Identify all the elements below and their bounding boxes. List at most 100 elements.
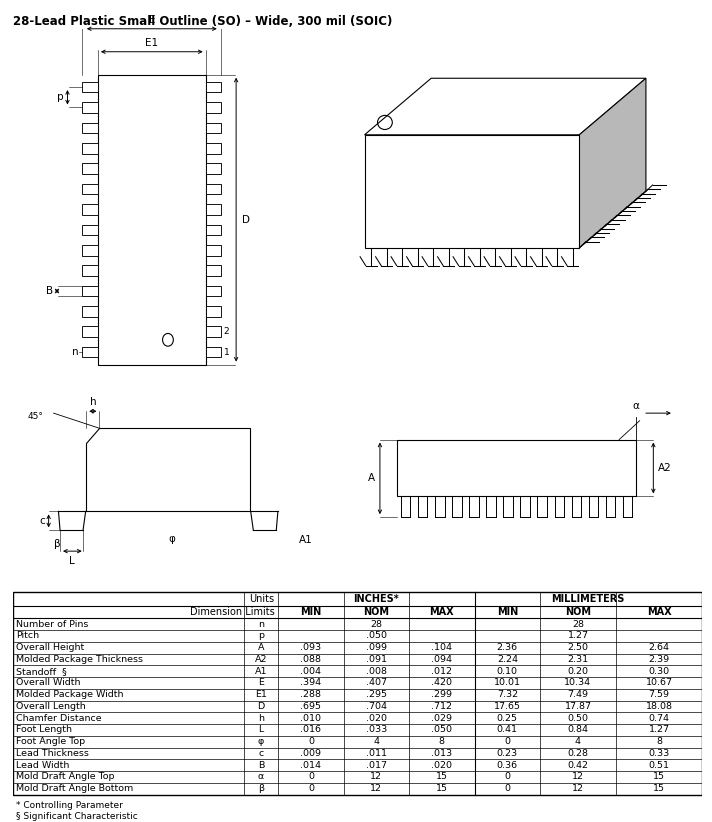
Text: 2.24: 2.24 — [497, 655, 518, 664]
Text: .014: .014 — [300, 760, 321, 769]
Text: 18.08: 18.08 — [646, 702, 672, 711]
Text: n: n — [72, 347, 79, 358]
Text: β: β — [53, 538, 60, 548]
Bar — [206, 164, 221, 174]
Text: .010: .010 — [300, 713, 321, 723]
Text: 1.27: 1.27 — [649, 726, 669, 734]
Text: Foot Angle Top: Foot Angle Top — [16, 737, 85, 746]
Text: .093: .093 — [300, 643, 321, 652]
Text: 0.36: 0.36 — [497, 760, 518, 769]
Bar — [83, 224, 98, 235]
Text: .288: .288 — [300, 690, 321, 700]
Text: φ: φ — [258, 737, 264, 746]
Text: 0: 0 — [504, 784, 511, 793]
Text: MAX: MAX — [429, 607, 454, 617]
Text: 12: 12 — [370, 784, 382, 793]
Bar — [397, 440, 637, 496]
Text: B: B — [258, 760, 264, 769]
Text: .020: .020 — [366, 713, 387, 723]
Text: .011: .011 — [366, 749, 387, 758]
Text: Overall Height: Overall Height — [16, 643, 85, 652]
Text: 2.50: 2.50 — [567, 643, 589, 652]
Bar — [206, 286, 221, 296]
Text: Lead Width: Lead Width — [16, 760, 70, 769]
Bar — [83, 82, 98, 92]
Text: .050: .050 — [366, 631, 387, 640]
Bar — [206, 143, 221, 154]
Text: 15: 15 — [436, 784, 448, 793]
Text: .704: .704 — [366, 702, 387, 711]
Text: n: n — [258, 620, 264, 629]
Text: E1: E1 — [255, 690, 267, 700]
Text: Molded Package Width: Molded Package Width — [16, 690, 124, 700]
Text: 2.31: 2.31 — [567, 655, 589, 664]
Text: 7.49: 7.49 — [567, 690, 589, 700]
Text: E1: E1 — [145, 38, 158, 48]
Bar — [83, 184, 98, 194]
Text: 2.36: 2.36 — [497, 643, 518, 652]
Text: .013: .013 — [431, 749, 452, 758]
Text: 17.65: 17.65 — [494, 702, 521, 711]
Text: 10.34: 10.34 — [565, 678, 592, 687]
Text: 0.30: 0.30 — [649, 667, 669, 676]
Bar — [83, 326, 98, 337]
Text: .012: .012 — [431, 667, 452, 676]
Text: E: E — [149, 15, 155, 25]
Text: 0.41: 0.41 — [497, 726, 518, 734]
Polygon shape — [365, 135, 580, 248]
Text: 4: 4 — [373, 737, 379, 746]
Text: 8: 8 — [439, 737, 445, 746]
Text: .020: .020 — [431, 760, 452, 769]
Text: 10.01: 10.01 — [494, 678, 521, 687]
Text: Standoff  §: Standoff § — [16, 667, 67, 676]
Bar — [83, 204, 98, 215]
Text: § Significant Characteristic: § Significant Characteristic — [16, 811, 138, 820]
Text: 0: 0 — [308, 784, 314, 793]
Text: Mold Draft Angle Top: Mold Draft Angle Top — [16, 773, 115, 782]
Text: .050: .050 — [431, 726, 452, 734]
Text: A1: A1 — [299, 535, 313, 545]
Text: A: A — [258, 643, 264, 652]
Bar — [206, 306, 221, 316]
Text: .299: .299 — [431, 690, 452, 700]
Text: p: p — [57, 92, 64, 102]
Text: β: β — [258, 784, 264, 793]
Text: D: D — [241, 215, 249, 224]
Text: .017: .017 — [366, 760, 387, 769]
Text: Foot Length: Foot Length — [16, 726, 72, 734]
Text: 45°: 45° — [28, 412, 43, 421]
Text: 2.64: 2.64 — [649, 643, 669, 652]
Text: 28: 28 — [572, 620, 584, 629]
Bar — [206, 184, 221, 194]
Text: α: α — [258, 773, 264, 782]
Text: 0.42: 0.42 — [567, 760, 589, 769]
Text: 0: 0 — [308, 737, 314, 746]
Text: .091: .091 — [366, 655, 387, 664]
Text: L: L — [258, 726, 263, 734]
Text: 0.10: 0.10 — [497, 667, 518, 676]
Text: 1.27: 1.27 — [567, 631, 589, 640]
Text: * Controlling Parameter: * Controlling Parameter — [16, 801, 123, 810]
Bar — [13, 592, 702, 795]
Text: Molded Package Thickness: Molded Package Thickness — [16, 655, 143, 664]
Text: 0.20: 0.20 — [567, 667, 589, 676]
Text: 0.74: 0.74 — [649, 713, 669, 723]
Polygon shape — [580, 78, 646, 248]
Text: MAX: MAX — [646, 607, 671, 617]
Text: .008: .008 — [366, 667, 387, 676]
Text: Units: Units — [250, 594, 275, 604]
Text: A2: A2 — [657, 463, 671, 473]
Bar — [83, 266, 98, 276]
Polygon shape — [365, 78, 646, 135]
Bar — [83, 245, 98, 256]
Text: MIN: MIN — [497, 607, 518, 617]
Text: D: D — [257, 702, 265, 711]
Text: α: α — [633, 401, 639, 411]
Bar — [83, 143, 98, 154]
Text: 0: 0 — [504, 773, 511, 782]
Text: .394: .394 — [300, 678, 321, 687]
Text: 12: 12 — [572, 773, 584, 782]
Polygon shape — [86, 428, 250, 511]
Text: 10.67: 10.67 — [646, 678, 672, 687]
Bar — [206, 245, 221, 256]
